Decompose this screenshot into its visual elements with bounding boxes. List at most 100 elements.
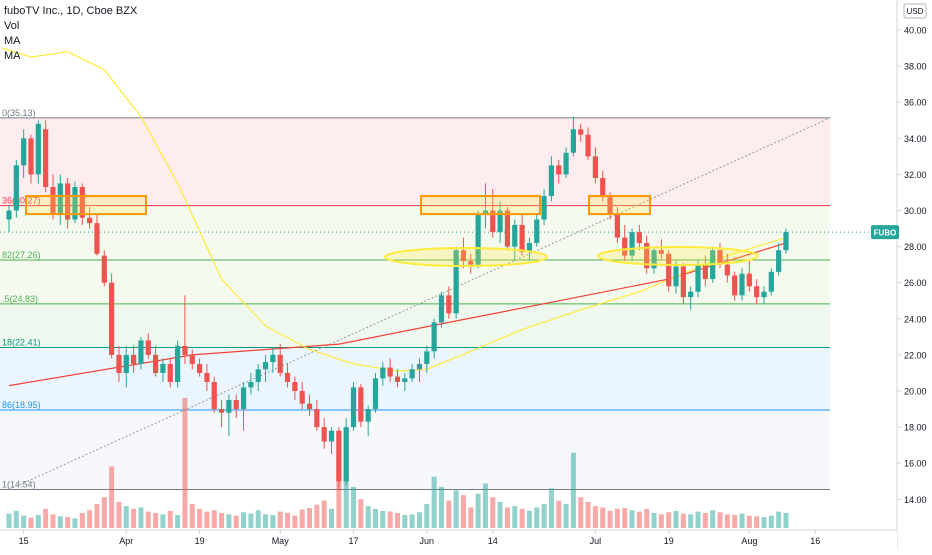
volume-bar xyxy=(658,514,664,528)
candle xyxy=(182,295,188,364)
candle-body xyxy=(211,381,217,410)
candle xyxy=(87,206,93,229)
indicator-ma-1[interactable]: MA xyxy=(4,35,21,47)
volume-bar xyxy=(570,452,576,528)
candle xyxy=(240,381,247,431)
time-tick-label: 15 xyxy=(19,536,29,546)
candle-body xyxy=(629,232,635,256)
price-tick-label: 24.00 xyxy=(904,314,927,324)
candle-body xyxy=(776,250,782,272)
price-tick-label: 14.00 xyxy=(904,495,927,505)
candle xyxy=(211,376,217,413)
candle-body xyxy=(563,152,569,175)
candle-body xyxy=(182,345,188,355)
volume-bar xyxy=(673,510,679,528)
volume-bar xyxy=(431,476,437,528)
volume-bar xyxy=(482,483,488,528)
volume-bar xyxy=(739,513,745,528)
candle-body xyxy=(651,250,657,269)
candle-body xyxy=(658,250,664,254)
price-tick-label: 20.00 xyxy=(904,387,927,397)
candle xyxy=(57,174,63,225)
candle xyxy=(688,286,694,310)
volume-bar xyxy=(710,510,716,528)
candle xyxy=(563,147,569,179)
time-tick-label: 14 xyxy=(488,536,498,546)
volume-bar xyxy=(556,500,562,528)
indicator-ma-2[interactable]: MA xyxy=(4,50,21,62)
price-tick-label: 16.00 xyxy=(904,459,927,469)
candle xyxy=(123,345,129,388)
candle-body xyxy=(746,273,752,287)
candle xyxy=(270,347,276,373)
price-tick-label: 28.00 xyxy=(904,242,927,252)
volume-bar xyxy=(622,508,628,528)
time-tick-label: May xyxy=(272,536,290,546)
volume-bar xyxy=(123,506,129,528)
volume-bar xyxy=(600,507,606,528)
candle xyxy=(666,250,672,292)
volume-bar xyxy=(387,511,393,528)
candle-body xyxy=(519,224,525,253)
candle-body xyxy=(299,391,305,404)
candle xyxy=(783,228,789,254)
candle-body xyxy=(424,351,430,364)
candle xyxy=(174,340,181,388)
indicator-vol[interactable]: Vol xyxy=(4,20,20,32)
candle xyxy=(6,205,12,233)
candle xyxy=(365,405,371,437)
price-tick-label: 32.00 xyxy=(904,170,927,180)
candle xyxy=(299,381,305,410)
volume-bar xyxy=(211,510,217,528)
volume-bar xyxy=(204,511,210,528)
price-tick-label: 34.00 xyxy=(904,134,927,144)
candle-body xyxy=(460,250,467,262)
volume-bar xyxy=(761,517,767,528)
fib-level-label: 1(14.54) xyxy=(2,480,36,490)
candle xyxy=(233,394,239,419)
candle xyxy=(394,369,401,388)
candle xyxy=(94,214,100,256)
candle-body xyxy=(761,291,767,298)
volume-bar xyxy=(270,515,276,528)
volume-bar xyxy=(607,510,613,528)
candle xyxy=(732,271,738,301)
candle xyxy=(548,156,555,202)
volume-bar xyxy=(219,512,225,528)
volume-bar xyxy=(416,512,422,528)
candle-body xyxy=(680,266,686,298)
volume-bar xyxy=(365,506,371,528)
volume-bar xyxy=(153,512,159,528)
candle xyxy=(497,201,503,243)
candle-body xyxy=(94,223,100,254)
candle-body xyxy=(541,196,547,220)
volume-bar xyxy=(35,515,41,528)
candle xyxy=(21,129,27,179)
candle-body xyxy=(174,345,181,382)
volume-bar xyxy=(13,510,19,528)
volume-bar xyxy=(394,512,400,528)
candle xyxy=(13,159,19,218)
candle xyxy=(328,427,335,455)
candle xyxy=(116,345,122,382)
candle-body xyxy=(248,381,254,388)
candle xyxy=(519,214,525,256)
candle xyxy=(248,372,254,395)
fib-level-label: 0(35.13) xyxy=(2,108,36,118)
candle-body xyxy=(116,354,122,373)
candle-body xyxy=(644,242,650,269)
volume-bar xyxy=(101,497,107,528)
candle xyxy=(145,333,151,359)
candle-body xyxy=(534,219,540,243)
volume-bar xyxy=(629,510,635,528)
volume-bar xyxy=(43,508,49,528)
volume-bar xyxy=(263,514,269,528)
candle-body xyxy=(453,250,459,314)
candle-body xyxy=(328,430,335,442)
candle xyxy=(358,383,364,428)
volume-bar xyxy=(197,508,203,528)
candle-body xyxy=(13,165,19,211)
volume-bar xyxy=(534,507,540,528)
